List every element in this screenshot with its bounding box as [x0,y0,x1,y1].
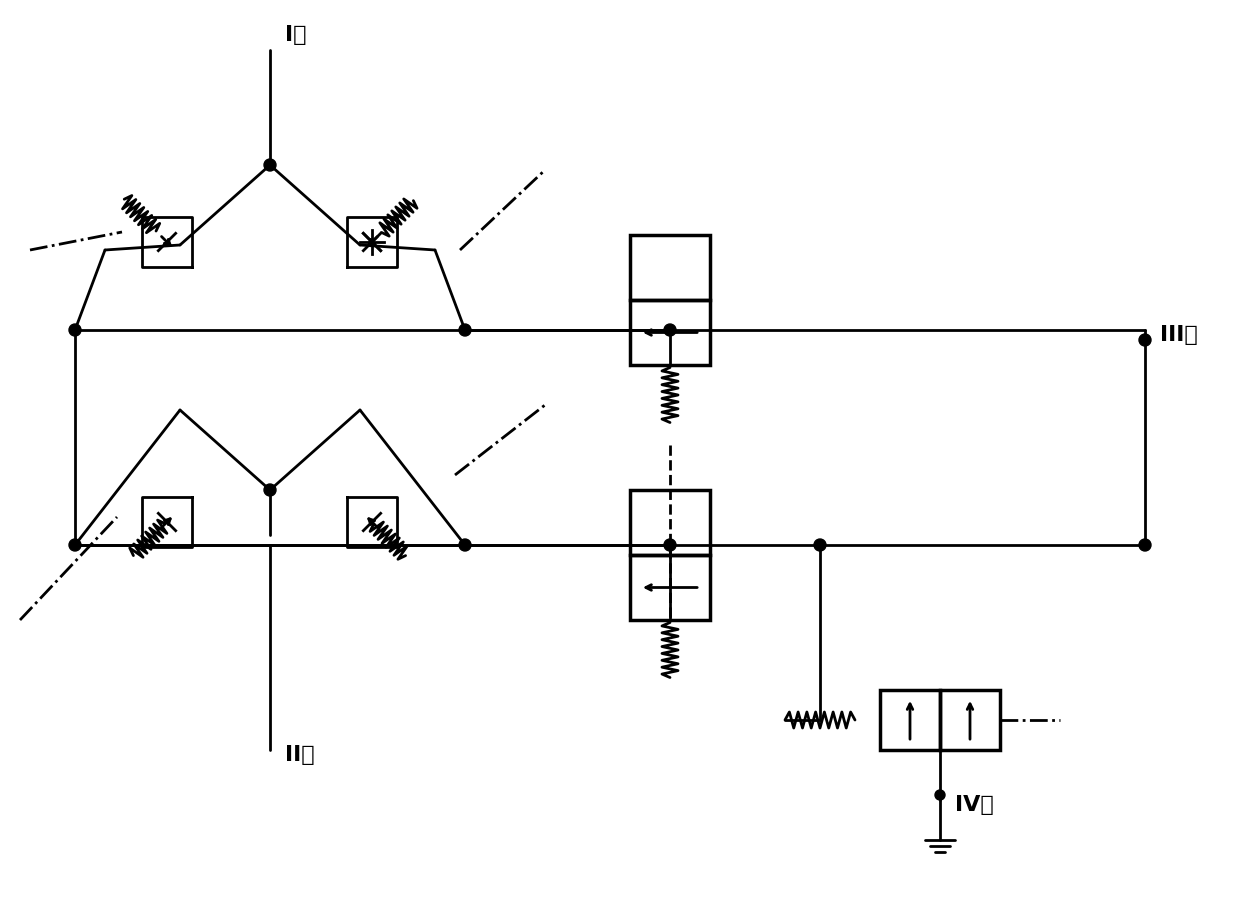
Bar [630,300,711,365]
Circle shape [813,539,826,551]
Circle shape [459,539,471,551]
Circle shape [663,539,676,551]
Circle shape [264,484,277,496]
Text: II口: II口 [285,745,315,765]
Text: I口: I口 [285,25,306,45]
Circle shape [663,324,676,336]
Text: IV口: IV口 [955,795,993,815]
Bar [630,235,711,300]
Circle shape [935,790,945,800]
Bar [940,690,999,750]
Text: III口: III口 [1159,325,1198,345]
Circle shape [1140,334,1151,346]
Circle shape [69,324,81,336]
Circle shape [264,159,277,171]
Circle shape [459,324,471,336]
Bar [630,555,711,620]
Bar [630,490,711,555]
Bar [880,690,940,750]
Circle shape [69,539,81,551]
Circle shape [1140,539,1151,551]
